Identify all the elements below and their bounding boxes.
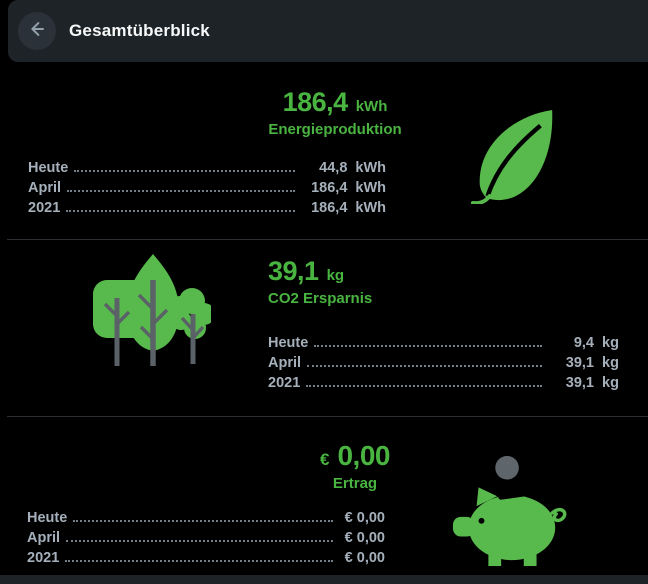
row-unit: kg xyxy=(602,335,619,351)
card-divider xyxy=(7,416,648,417)
earnings-label: Ertrag xyxy=(332,475,378,492)
card-divider xyxy=(7,239,648,240)
stat-row-2021: 2021 186,4 kWh xyxy=(28,197,386,216)
leaf-icon xyxy=(468,106,558,209)
row-label: Heute xyxy=(28,160,69,176)
co2-headline: 39,1 kg CO2 Ersparnis xyxy=(268,256,372,307)
row-value: 186,4 xyxy=(311,180,348,196)
row-unit: kWh xyxy=(355,180,386,196)
row-value: 39,1 xyxy=(565,355,594,371)
earnings-stat-rows: Heute € 0,00 April € 0,00 2021 € 0,00 xyxy=(27,507,393,566)
dotted-leader xyxy=(306,385,542,387)
stat-row-april: April 39,1 kg xyxy=(268,352,632,371)
bottom-background-strip xyxy=(0,575,648,584)
energy-stat-rows: Heute 44,8 kWh April 186,4 kWh 2021 186,… xyxy=(28,157,386,216)
co2-label: CO2 Ersparnis xyxy=(268,290,373,307)
row-label: 2021 xyxy=(27,550,60,566)
energy-value-unit: kWh xyxy=(355,98,388,115)
stat-row-heute: Heute € 0,00 xyxy=(27,507,393,526)
dotted-leader xyxy=(314,345,542,347)
arrow-left-icon xyxy=(26,18,48,45)
row-unit: kWh xyxy=(355,200,386,216)
dotted-leader xyxy=(73,520,333,522)
row-value: 44,8 xyxy=(319,160,348,176)
row-label: April xyxy=(28,180,62,196)
header-bar: Gesamtüberblick xyxy=(8,0,648,62)
row-value: 9,4 xyxy=(573,335,594,351)
row-unit: kg xyxy=(602,355,619,371)
trees-icon xyxy=(93,254,215,371)
row-label: April xyxy=(27,530,61,546)
piggy-bank-icon xyxy=(452,452,568,573)
row-value: 39,1 xyxy=(565,375,594,391)
row-label: Heute xyxy=(27,510,68,526)
stat-row-april: April € 0,00 xyxy=(27,527,393,546)
row-value: € 0,00 xyxy=(344,530,385,546)
co2-value: 39,1 xyxy=(268,256,319,286)
co2-stat-rows: Heute 9,4 kg April 39,1 kg 2021 39,1 kg xyxy=(268,332,632,391)
row-value: € 0,00 xyxy=(344,510,385,526)
row-value: 186,4 xyxy=(311,200,348,216)
row-label: 2021 xyxy=(28,200,61,216)
page-title: Gesamtüberblick xyxy=(69,21,210,40)
stat-row-april: April 186,4 kWh xyxy=(28,177,386,196)
stat-row-heute: Heute 9,4 kg xyxy=(268,332,632,351)
energy-label: Energieproduktion xyxy=(268,121,402,138)
row-label: April xyxy=(268,355,302,371)
earnings-value: 0,00 xyxy=(337,440,390,471)
row-unit: kWh xyxy=(355,160,386,176)
energy-value: 186,4 xyxy=(282,87,349,117)
dotted-leader xyxy=(66,540,333,542)
row-value: € 0,00 xyxy=(344,550,385,566)
dotted-leader xyxy=(74,170,296,172)
co2-value-unit: kg xyxy=(326,267,345,284)
stat-row-2021: 2021 39,1 kg xyxy=(268,372,632,391)
dotted-leader xyxy=(307,365,542,367)
dotted-leader xyxy=(66,210,296,212)
row-unit: kg xyxy=(602,375,619,391)
earnings-headline: € 0,00 Ertrag xyxy=(285,440,425,492)
coin-icon xyxy=(495,455,519,480)
dotted-leader xyxy=(65,560,333,562)
energy-headline: 186,4 kWh Energieproduktion xyxy=(250,87,420,138)
stat-row-2021: 2021 € 0,00 xyxy=(27,547,393,566)
stat-row-heute: Heute 44,8 kWh xyxy=(28,157,386,176)
row-label: 2021 xyxy=(268,375,301,391)
euro-sign: € xyxy=(320,450,330,469)
dotted-leader xyxy=(67,190,296,192)
row-label: Heute xyxy=(268,335,309,351)
back-button[interactable] xyxy=(18,12,56,50)
